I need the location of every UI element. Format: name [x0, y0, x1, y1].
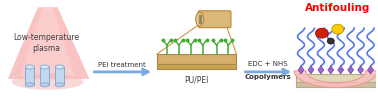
Ellipse shape — [55, 65, 64, 69]
Text: Low-temperature
plasma: Low-temperature plasma — [14, 33, 80, 52]
Text: Antifouling: Antifouling — [305, 3, 370, 13]
Polygon shape — [8, 8, 90, 79]
Ellipse shape — [25, 83, 34, 87]
Ellipse shape — [196, 13, 204, 27]
Polygon shape — [296, 74, 375, 82]
Text: PU/PEI: PU/PEI — [184, 75, 209, 84]
Polygon shape — [157, 55, 236, 64]
Polygon shape — [20, 8, 76, 79]
Ellipse shape — [25, 65, 34, 69]
Polygon shape — [308, 66, 314, 74]
Bar — [55, 67, 64, 85]
Polygon shape — [157, 64, 236, 69]
Bar — [40, 67, 49, 85]
FancyBboxPatch shape — [198, 12, 231, 28]
Ellipse shape — [332, 25, 344, 35]
Ellipse shape — [55, 83, 64, 87]
Polygon shape — [328, 66, 334, 74]
Ellipse shape — [315, 29, 328, 39]
Ellipse shape — [12, 74, 84, 90]
Polygon shape — [318, 66, 324, 74]
Ellipse shape — [40, 83, 49, 87]
Polygon shape — [367, 66, 373, 74]
Polygon shape — [296, 82, 375, 87]
Text: Copolymers: Copolymers — [245, 73, 291, 79]
Text: EDC + NHS: EDC + NHS — [248, 60, 288, 66]
Polygon shape — [298, 66, 304, 74]
Polygon shape — [294, 71, 378, 88]
Text: PEI treatment: PEI treatment — [98, 61, 146, 67]
Polygon shape — [358, 66, 364, 74]
Ellipse shape — [327, 39, 334, 45]
Ellipse shape — [40, 65, 49, 69]
Polygon shape — [338, 66, 344, 74]
Bar — [25, 67, 34, 85]
Polygon shape — [348, 66, 354, 74]
